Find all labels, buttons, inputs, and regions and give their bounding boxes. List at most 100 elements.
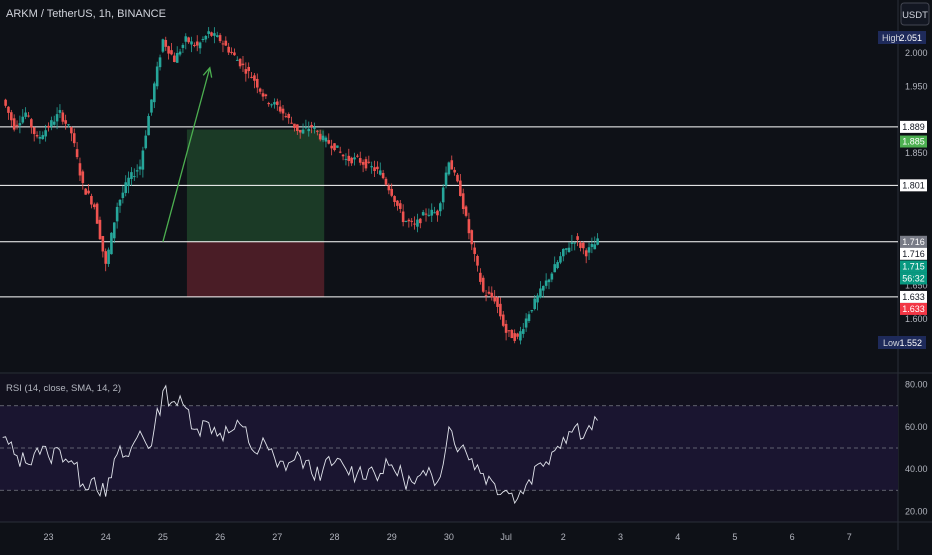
rsi-label[interactable]: RSI (14, close, SMA, 14, 2)	[6, 383, 121, 394]
candle-body	[553, 264, 557, 273]
candle-body	[447, 162, 451, 175]
price-tag-value: 1.889	[902, 122, 925, 132]
candle-body	[541, 285, 545, 291]
projection-arrow[interactable]	[162, 66, 213, 242]
candle-body	[327, 140, 331, 144]
price-tag-value: 1.716	[902, 237, 925, 247]
candle-body	[298, 129, 302, 133]
candle-body	[281, 108, 285, 114]
time-tick-label: 25	[158, 532, 168, 542]
price-tick-label: 2.000	[905, 48, 928, 58]
candle-body	[190, 41, 193, 45]
candle-body	[10, 112, 13, 121]
candle-body	[218, 35, 222, 42]
candle-body	[278, 106, 282, 112]
high-badge: High 2.051	[878, 31, 926, 44]
candle-body	[550, 273, 554, 280]
candle-body	[92, 204, 96, 208]
time-tick-label: 4	[675, 532, 680, 542]
candle-body	[81, 171, 85, 184]
price-tag-value: 1.716	[902, 249, 925, 259]
low-badge: Low 1.552	[878, 336, 926, 349]
arrow-head	[202, 66, 213, 78]
candle-body	[258, 88, 262, 92]
candle-body	[227, 46, 230, 53]
candle-body	[310, 124, 313, 127]
currency-button[interactable]: USDT	[900, 2, 930, 26]
low-badge-bg	[878, 336, 926, 349]
currency-button-label[interactable]: USDT	[902, 10, 928, 21]
candle-body	[47, 125, 50, 128]
price-axis[interactable]: 2.000 1.950 1.850 1.650 1.600 80.00 60.00 40.00…	[905, 48, 928, 516]
price-tag-value: 1.633	[902, 292, 925, 302]
candle-body	[84, 188, 87, 195]
candle-body	[441, 187, 445, 203]
candle-body	[370, 166, 373, 168]
candle-body	[270, 104, 273, 106]
candle-body	[207, 31, 210, 34]
candle-body	[115, 206, 119, 222]
candle-body	[387, 185, 391, 191]
candle-body	[173, 55, 176, 62]
candle-body	[24, 112, 27, 117]
candle-body	[290, 122, 293, 124]
candle-body	[519, 331, 522, 341]
low-value: 1.552	[899, 338, 922, 348]
candle-body	[479, 272, 482, 282]
rsi-indicator	[0, 384, 898, 505]
candle-body	[72, 133, 76, 144]
time-axis[interactable]: 23 24 25 26 27 28 29 30 Jul 2 3 4 5 6 7	[43, 532, 851, 542]
candle-body	[198, 42, 202, 49]
candle-body	[67, 124, 70, 126]
candle-body	[582, 242, 585, 249]
price-tick-label: 1.600	[905, 314, 928, 324]
arrow-shaft	[162, 67, 211, 242]
candle-body	[164, 39, 168, 47]
candle-body	[118, 199, 122, 206]
candle-body	[424, 213, 428, 215]
candle-body	[416, 219, 419, 227]
candle-body	[533, 298, 536, 310]
candle-body	[247, 66, 250, 72]
time-tick-label: 28	[329, 532, 339, 542]
symbol-title[interactable]: ARKM / TetherUS, 1h, BINANCE	[6, 8, 166, 20]
high-label: High	[882, 33, 901, 43]
candle-body	[501, 314, 505, 326]
candle-body	[547, 279, 551, 283]
candle-body	[324, 137, 328, 142]
currency-button-frame[interactable]	[900, 2, 930, 26]
candle-body	[304, 127, 308, 129]
candle-body	[347, 155, 351, 161]
price-tags: 1.889 1.885 1.801 1.716 1.716 1.715 1.633 1.633…	[900, 120, 927, 315]
candle-body	[596, 238, 599, 245]
candle-body	[301, 129, 305, 134]
candle-body	[559, 256, 562, 263]
candle-body	[181, 44, 185, 48]
candle-body	[390, 188, 393, 196]
candle-body	[255, 78, 259, 88]
price-candles	[4, 27, 599, 345]
candle-body	[273, 102, 276, 105]
time-tick-label: Jul	[500, 532, 512, 542]
candle-body	[344, 158, 348, 160]
candle-body	[376, 166, 379, 170]
candle-body	[153, 83, 156, 103]
candle-body	[427, 214, 431, 216]
candle-body	[238, 58, 242, 67]
candle-body	[61, 112, 65, 122]
price-tag-value: 1.801	[902, 180, 925, 190]
candle-body	[138, 166, 142, 170]
time-tick-label: 27	[272, 532, 282, 542]
candle-body	[50, 120, 53, 127]
candle-body	[21, 116, 25, 123]
price-tag-bg	[900, 135, 927, 148]
candle-body	[187, 37, 190, 43]
price-tag-bg	[900, 179, 927, 192]
candle-body	[461, 193, 465, 209]
candle-body	[12, 118, 16, 130]
candle-body	[573, 242, 577, 244]
candle-body	[244, 69, 248, 74]
candle-body	[44, 130, 47, 137]
position-tool[interactable]	[186, 129, 325, 297]
candle-body	[338, 151, 342, 153]
